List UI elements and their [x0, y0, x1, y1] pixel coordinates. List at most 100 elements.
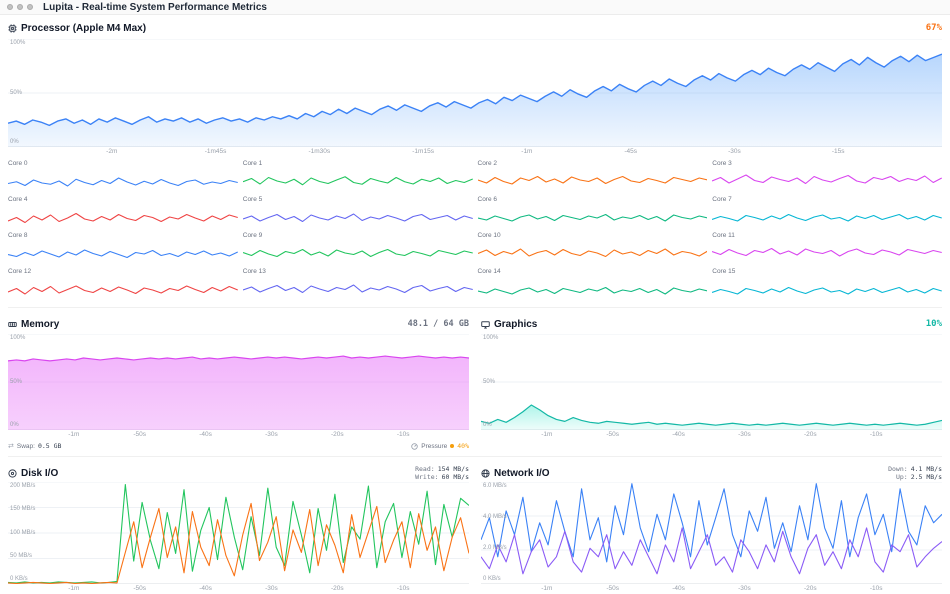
swap-icon: ⇄: [8, 443, 14, 450]
disk-write-label: Write:: [415, 473, 439, 481]
core-cell: Core 5: [242, 196, 473, 229]
core-sparkline: [478, 204, 708, 229]
network-up-label: Up:: [895, 473, 908, 481]
core-sparkline: [8, 168, 238, 193]
swap-label: Swap:: [16, 442, 35, 450]
graphics-x-axis: -1m -50s -40s -30s -20s -10s: [541, 431, 883, 438]
close-button[interactable]: [7, 4, 13, 10]
network-panel: Network I/O Down: 4.1 MB/s Up: 2.5 MB/s 6.…: [481, 460, 942, 593]
pressure-value: 40%: [457, 442, 469, 450]
network-chart: 6.0 MB/s 4.0 MB/s 2.0 MB/s 0 KB/s: [481, 482, 942, 584]
core-sparkline: [243, 168, 473, 193]
memory-panel: Memory 48.1 / 64 GB 100% 50% 0% -1m -50s -40…: [8, 311, 469, 452]
core-sparkline: [243, 204, 473, 229]
core-label: Core 3: [712, 160, 732, 167]
disk-title: Disk I/O: [21, 467, 59, 479]
core-sparkline: [712, 240, 942, 265]
zoom-button[interactable]: [27, 4, 33, 10]
cpu-section-header: Processor (Apple M4 Max) 67%: [8, 20, 942, 36]
core-label: Core 0: [8, 160, 28, 167]
core-sparkline: [243, 276, 473, 301]
cpu-title: Processor (Apple M4 Max): [21, 22, 147, 34]
core-cell: Core 13: [242, 268, 473, 301]
memory-chart: 100% 50% 0%: [8, 334, 469, 430]
network-globe-icon: [481, 468, 490, 478]
cpu-usage-value: 67%: [925, 23, 942, 33]
disk-read-label: Read:: [415, 464, 435, 473]
disk-x-axis: -1m -50s -40s -30s -20s -10s: [68, 585, 410, 592]
core-sparkline: [8, 240, 238, 265]
network-up-value: 2.5 MB/s: [910, 473, 942, 481]
pressure-status-dot: [450, 444, 455, 448]
network-down-value: 4.1 MB/s: [910, 464, 942, 473]
core-cell: Core 10: [477, 232, 708, 265]
core-cell: Core 4: [8, 196, 238, 229]
traffic-lights: [7, 4, 33, 10]
memory-x-axis: -1m -50s -40s -30s -20s -10s: [68, 431, 410, 438]
core-grid: Core 0 Core 1 Core 2 Core 3 Core 4 Core …: [8, 160, 942, 301]
core-sparkline: [478, 240, 708, 265]
core-label: Core 11: [712, 232, 735, 239]
core-sparkline: [712, 168, 942, 193]
graphics-chart: 100% 50% 0%: [481, 334, 942, 430]
graphics-section-header: Graphics 10%: [481, 316, 942, 332]
network-title: Network I/O: [494, 467, 550, 479]
core-label: Core 4: [8, 196, 28, 203]
graphics-panel: Graphics 10% 100% 50% 0% -1m -50s -40s -30s -2…: [481, 311, 942, 452]
core-cell: Core 9: [242, 232, 473, 265]
disk-icon: [8, 468, 17, 478]
core-cell: Core 2: [477, 160, 708, 193]
core-sparkline: [478, 168, 708, 193]
minimize-button[interactable]: [17, 4, 23, 10]
core-label: Core 15: [712, 268, 736, 275]
window-title: Lupita - Real-time System Performance Me…: [43, 1, 267, 13]
core-cell: Core 12: [8, 268, 238, 301]
core-cell: Core 15: [712, 268, 942, 301]
window-titlebar: Lupita - Real-time System Performance Me…: [0, 0, 950, 15]
swap-value: 0.5 GB: [37, 442, 62, 450]
core-cell: Core 11: [712, 232, 942, 265]
core-cell: Core 14: [477, 268, 708, 301]
core-cell: Core 3: [712, 160, 942, 193]
disk-write-value: 60 MB/s: [441, 473, 469, 481]
pressure-gauge-icon: [411, 442, 418, 450]
pressure-label: Pressure: [421, 442, 448, 450]
memory-title: Memory: [21, 318, 60, 330]
core-label: Core 6: [477, 196, 498, 203]
core-label: Core 1: [242, 160, 263, 167]
cpu-chip-icon: [8, 23, 17, 33]
cpu-x-axis: -2m -1m45s -1m30s -1m15s -1m -45s -30s -15s: [106, 148, 845, 155]
core-sparkline: [712, 204, 942, 229]
core-sparkline: [8, 276, 238, 301]
disk-network-row: Disk I/O Read: 154 MB/s Write: 60 MB/s 200…: [8, 456, 942, 593]
core-cell: Core 7: [712, 196, 942, 229]
core-sparkline: [243, 240, 473, 265]
memory-usage-value: 48.1 / 64 GB: [407, 319, 469, 329]
disk-read-value: 154 MB/s: [437, 464, 469, 473]
graphics-usage-value: 10%: [925, 319, 942, 329]
core-label: Core 8: [8, 232, 28, 239]
disk-section-header: Disk I/O Read: 154 MB/s Write: 60 MB/s: [8, 465, 469, 481]
disk-panel: Disk I/O Read: 154 MB/s Write: 60 MB/s 200…: [8, 460, 469, 593]
network-stats: Down: 4.1 MB/s Up: 2.5 MB/s: [888, 465, 942, 482]
disk-stats: Read: 154 MB/s Write: 60 MB/s: [415, 465, 469, 482]
gpu-icon: [481, 320, 490, 329]
network-down-label: Down:: [888, 464, 908, 473]
network-section-header: Network I/O Down: 4.1 MB/s Up: 2.5 MB/s: [481, 465, 942, 481]
memory-section-header: Memory 48.1 / 64 GB: [8, 316, 469, 332]
core-label: Core 10: [477, 232, 501, 239]
core-sparkline: [478, 276, 708, 301]
graphics-title: Graphics: [494, 318, 538, 330]
core-label: Core 14: [477, 268, 501, 275]
cpu-usage-chart: 100% 50% 0%: [8, 39, 942, 147]
core-label: Core 12: [8, 268, 32, 275]
core-label: Core 5: [242, 196, 263, 203]
core-label: Core 9: [242, 232, 263, 239]
core-cell: Core 1: [242, 160, 473, 193]
core-label: Core 2: [477, 160, 498, 167]
disk-chart: 200 MB/s 150 MB/s 100 MB/s 50 MB/s 0 KB/s: [8, 482, 469, 584]
core-cell: Core 6: [477, 196, 708, 229]
network-x-axis: -1m -50s -40s -30s -20s -10s: [541, 585, 883, 592]
core-sparkline: [8, 204, 238, 229]
core-label: Core 7: [712, 196, 732, 203]
